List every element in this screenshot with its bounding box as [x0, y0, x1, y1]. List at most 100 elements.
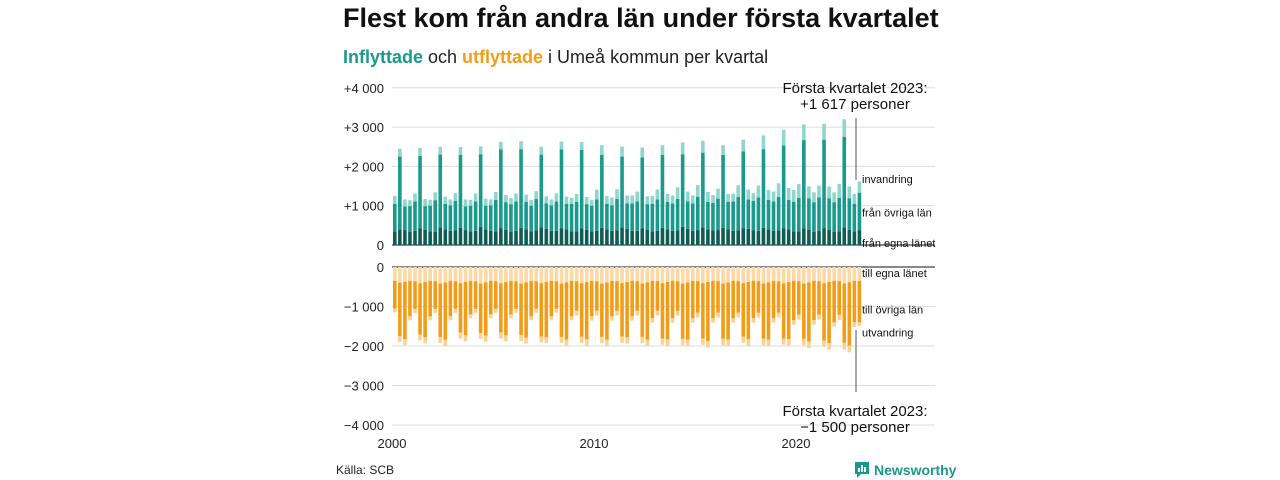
bar-in-1	[625, 203, 629, 229]
bar-in-0	[716, 230, 720, 245]
bar-in-1	[564, 203, 569, 230]
bar-in-2	[786, 188, 791, 200]
bar-in-1	[655, 199, 660, 231]
bar-in-2	[802, 124, 806, 141]
bar-out-1	[822, 283, 826, 341]
bar-out-1	[721, 283, 725, 339]
bar-out-2	[827, 343, 831, 350]
bar-in-0	[529, 231, 533, 245]
bar-out-2	[635, 310, 639, 316]
bar-in-0	[857, 230, 862, 245]
bar-out-0	[595, 267, 599, 282]
bar-in-2	[771, 191, 776, 202]
bar-out-0	[797, 267, 801, 282]
bar-in-0	[564, 229, 569, 245]
bar-in-0	[847, 229, 852, 245]
bar-in-2	[473, 193, 478, 202]
bar-in-0	[802, 228, 806, 245]
bar-in-0	[761, 227, 766, 245]
bar-in-0	[736, 230, 740, 245]
bar-in-2	[423, 199, 427, 207]
bar-out-1	[756, 281, 761, 313]
bar-out-1	[408, 280, 412, 317]
bar-in-2	[605, 195, 609, 204]
bar-out-2	[771, 318, 776, 323]
bar-in-0	[786, 229, 791, 245]
bar-out-0	[696, 267, 700, 282]
bar-out-1	[584, 282, 589, 340]
bar-out-0	[721, 267, 725, 284]
bar-in-1	[610, 205, 614, 231]
bar-out-1	[438, 283, 443, 337]
bar-out-0	[706, 267, 710, 283]
bar-out-2	[423, 337, 427, 344]
brand-logo: Newsworthy	[855, 462, 956, 478]
bar-in-1	[595, 199, 599, 231]
bar-in-1	[726, 201, 730, 230]
bar-out-2	[701, 338, 705, 345]
bar-out-0	[655, 267, 660, 282]
segment-labels: från egna länet från övriga län invandring…	[862, 174, 935, 339]
bar-in-0	[494, 231, 498, 245]
bar-out-1	[645, 282, 650, 340]
bar-out-2	[726, 339, 730, 346]
bar-out-2	[443, 339, 448, 346]
bar-out-1	[741, 283, 746, 337]
x-tick: 2000	[378, 436, 407, 451]
bar-out-1	[529, 280, 533, 317]
bar-in-2	[706, 191, 710, 202]
bar-out-0	[514, 267, 518, 282]
newsworthy-logo-icon	[855, 462, 869, 478]
bar-out-1	[428, 280, 432, 317]
bar-in-2	[822, 123, 826, 140]
bar-in-2	[711, 195, 715, 203]
bar-in-1	[529, 205, 533, 232]
bar-out-2	[605, 339, 609, 346]
bar-in-0	[852, 231, 857, 245]
bar-in-0	[756, 230, 761, 245]
bar-in-2	[766, 189, 771, 200]
bar-out-0	[857, 267, 862, 281]
bar-in-2	[413, 193, 417, 202]
bar-in-1	[453, 200, 458, 231]
bar-out-0	[650, 267, 655, 281]
bar-in-0	[398, 229, 402, 245]
bar-in-1	[589, 205, 594, 232]
bar-out-2	[478, 332, 483, 339]
bar-out-0	[776, 267, 781, 282]
bar-out-0	[635, 267, 639, 282]
bar-out-1	[524, 282, 528, 338]
x-tick: 2010	[580, 436, 609, 451]
bar-out-2	[731, 318, 735, 323]
bar-in-0	[701, 227, 705, 245]
bar-in-0	[690, 230, 695, 245]
bar-out-1	[579, 283, 584, 337]
bar-in-1	[675, 199, 680, 231]
y-tick-bottom: −4 000	[344, 418, 384, 433]
bar-out-2	[706, 341, 710, 348]
bar-in-0	[837, 231, 841, 245]
brand-name: Newsworthy	[874, 462, 957, 478]
bar-in-0	[842, 227, 847, 245]
bar-out-2	[564, 339, 569, 346]
bar-out-0	[680, 267, 685, 284]
bar-in-2	[595, 189, 599, 200]
bar-in-0	[685, 228, 690, 245]
bar-in-2	[635, 191, 639, 202]
bar-in-0	[418, 228, 422, 245]
bar-out-1	[711, 280, 715, 319]
bar-out-0	[539, 267, 544, 284]
chart-title: Flest kom från andra län under första kv…	[343, 3, 939, 33]
bar-out-2	[468, 314, 473, 319]
bar-out-2	[766, 339, 771, 346]
bar-in-2	[741, 139, 746, 152]
bar-in-2	[448, 199, 453, 206]
bar-out-1	[448, 280, 453, 317]
bar-out-2	[398, 336, 402, 343]
bar-in-0	[393, 231, 397, 245]
bar-out-1	[574, 281, 579, 311]
bar-out-0	[448, 267, 453, 281]
bar-in-2	[559, 141, 564, 150]
bar-out-2	[711, 318, 715, 323]
bar-out-0	[579, 267, 584, 284]
